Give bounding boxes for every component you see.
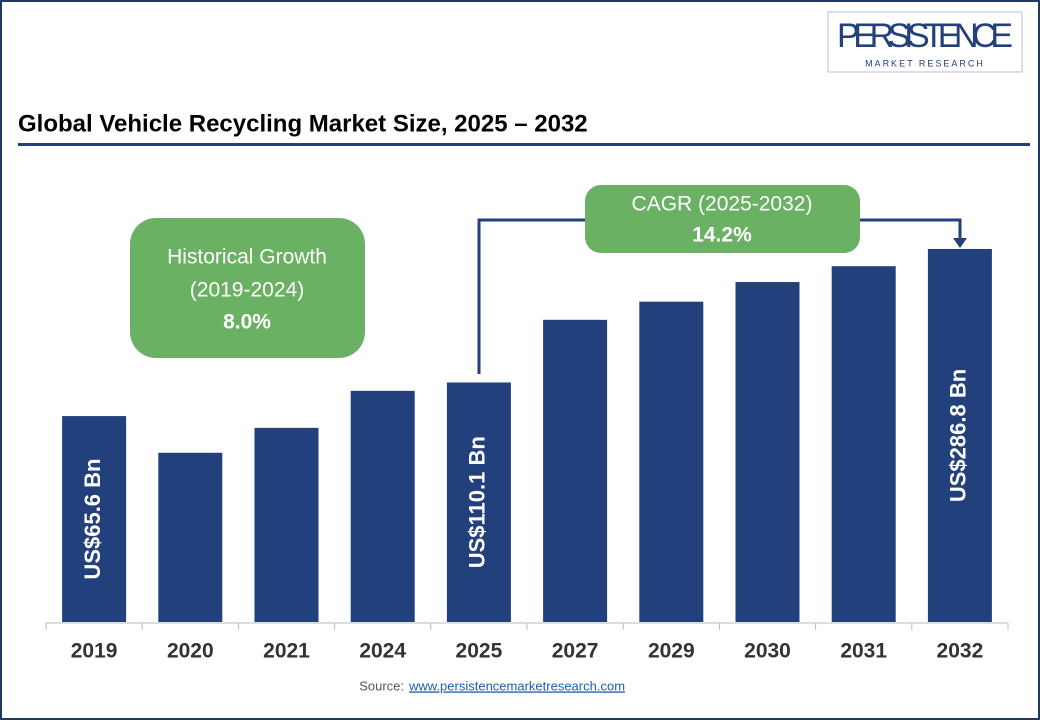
logo-name: PERSISTENCE: [837, 17, 1013, 55]
title-rule: [18, 143, 1030, 146]
annotation-box: [130, 218, 365, 358]
x-tick-label: 2020: [167, 640, 214, 663]
x-tick-label: 2025: [456, 640, 503, 663]
source-url[interactable]: www.persistencemarketresearch.com: [408, 678, 625, 693]
x-tick-label: 2030: [744, 640, 791, 663]
x-tick-label: 2031: [840, 640, 887, 663]
value-label: US$65.6 Bn: [80, 459, 105, 580]
annotation-value: 14.2%: [692, 224, 752, 247]
annotation-text: CAGR (2025-2032): [632, 193, 813, 216]
bar: [927, 248, 992, 622]
bar: [735, 282, 800, 622]
value-label: US$286.8 Bn: [946, 369, 971, 502]
annotation-text: (2019-2024): [190, 279, 304, 302]
x-tick-label: 2021: [263, 640, 310, 663]
value-label: US$110.1 Bn: [465, 436, 490, 568]
chart-title: Global Vehicle Recycling Market Size, 20…: [18, 110, 588, 137]
x-tick-label: 2024: [359, 640, 406, 663]
annotation-value: 8.0%: [223, 311, 271, 334]
bar: [62, 416, 127, 622]
cagr-arrow: [953, 238, 967, 248]
x-tick-label: 2029: [648, 640, 695, 663]
x-tick-label: 2019: [71, 640, 118, 663]
logo-box: [827, 11, 1023, 73]
x-tick-label: 2027: [552, 640, 599, 663]
bar: [350, 390, 415, 622]
bar: [639, 301, 704, 622]
bar: [254, 427, 319, 622]
source-label: Source:: [359, 678, 404, 693]
logo-tagline: MARKET RESEARCH: [865, 58, 985, 68]
bar: [831, 266, 896, 622]
bar: [158, 452, 223, 622]
x-tick-label: 2032: [937, 640, 984, 663]
bar: [446, 382, 511, 622]
bar: [543, 319, 608, 622]
annotation-text: Historical Growth: [167, 246, 327, 269]
annotation-box: [585, 185, 860, 253]
